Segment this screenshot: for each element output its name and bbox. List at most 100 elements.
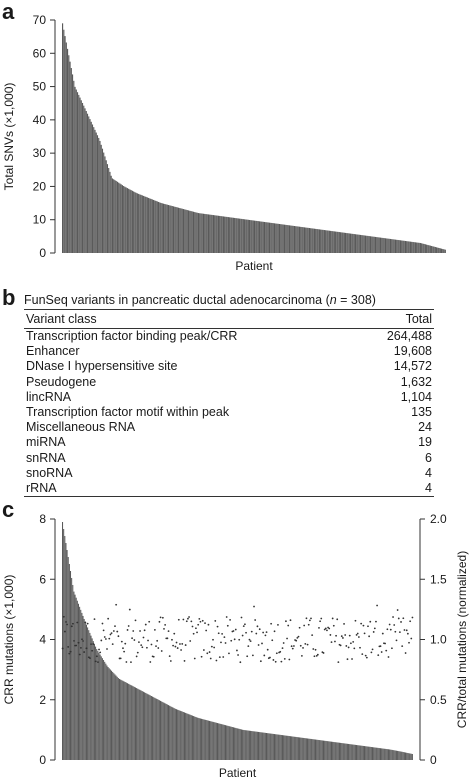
scatter-point [375, 620, 377, 623]
bar [111, 178, 114, 253]
bar [351, 744, 353, 760]
bar [143, 195, 145, 253]
scatter-point [340, 635, 343, 638]
bar [325, 230, 327, 253]
bar [441, 248, 443, 253]
bar [152, 696, 154, 760]
bar [181, 208, 183, 253]
scatter-point [302, 647, 304, 649]
bar [89, 632, 91, 760]
bar [69, 61, 71, 254]
bar [303, 227, 306, 253]
bar [328, 741, 330, 760]
scatter-point [135, 655, 138, 658]
bar [145, 196, 147, 253]
bar [350, 744, 352, 760]
bar [215, 215, 217, 253]
bar [301, 227, 303, 253]
bar [320, 229, 322, 253]
bar [205, 720, 207, 760]
bar [150, 198, 152, 253]
bar [276, 734, 278, 760]
bar [125, 682, 127, 760]
scatter-point [307, 623, 310, 626]
column-header-variant-class: Variant class [24, 309, 358, 329]
bar [95, 132, 97, 253]
bar [131, 190, 133, 253]
bar [364, 235, 367, 253]
scatter-point [119, 657, 122, 660]
bar [426, 244, 428, 253]
bar [378, 748, 380, 760]
bar [265, 222, 267, 253]
scatter-point [133, 639, 136, 641]
bar [310, 228, 312, 253]
bar [436, 247, 438, 253]
column-header-total: Total [357, 309, 434, 329]
scatter-point [68, 652, 71, 655]
bar [252, 731, 254, 760]
bar [182, 209, 185, 253]
scatter-point [377, 654, 380, 657]
scatter-point [101, 622, 104, 625]
bar [337, 231, 339, 253]
scatter-point [348, 634, 351, 637]
bar [310, 738, 312, 760]
bar [323, 230, 325, 253]
bar [231, 217, 233, 253]
bar [239, 729, 241, 760]
bar [191, 211, 193, 253]
bar [96, 649, 98, 760]
bar [232, 727, 234, 760]
bar [207, 720, 209, 760]
scatter-point [342, 637, 344, 639]
bar [352, 744, 354, 760]
bar [302, 227, 304, 253]
scatter-point [387, 656, 390, 658]
bar [219, 215, 221, 253]
scatter-point [297, 635, 300, 638]
bar [234, 217, 236, 253]
bar [308, 228, 311, 253]
variant-class-cell: lincRNA [26, 389, 72, 404]
bar [144, 692, 146, 760]
panel-c-letter: c [2, 497, 15, 522]
bar [326, 741, 328, 760]
bar [175, 709, 178, 760]
scatter-point [280, 660, 283, 663]
bar [167, 705, 170, 760]
bar [250, 220, 252, 253]
bar [318, 740, 320, 760]
scatter-point [394, 630, 397, 633]
scatter-point [144, 623, 147, 626]
scatter-point [361, 653, 364, 655]
scatter-point [296, 636, 299, 639]
bar [403, 752, 405, 760]
bar [294, 736, 296, 760]
bar [389, 749, 391, 760]
bar [262, 732, 264, 760]
bar [71, 577, 73, 760]
bar [151, 199, 153, 253]
bar [328, 230, 330, 253]
bar [401, 240, 403, 253]
bar [268, 222, 271, 253]
bar [379, 748, 381, 760]
bar [87, 627, 89, 760]
bar [419, 242, 421, 253]
scatter-point [352, 641, 355, 643]
bar [74, 594, 76, 760]
x-axis-label: Patient [219, 766, 257, 780]
scatter-point [353, 647, 356, 650]
bar [158, 201, 160, 253]
y-tick-label: 4 [39, 633, 46, 647]
bar [90, 635, 92, 760]
bar [119, 183, 121, 253]
bar [133, 686, 135, 760]
bar [248, 730, 250, 760]
bar [93, 127, 95, 253]
bar [131, 685, 133, 760]
bar [181, 711, 183, 760]
bar [404, 240, 407, 253]
scatter-point [291, 647, 294, 650]
